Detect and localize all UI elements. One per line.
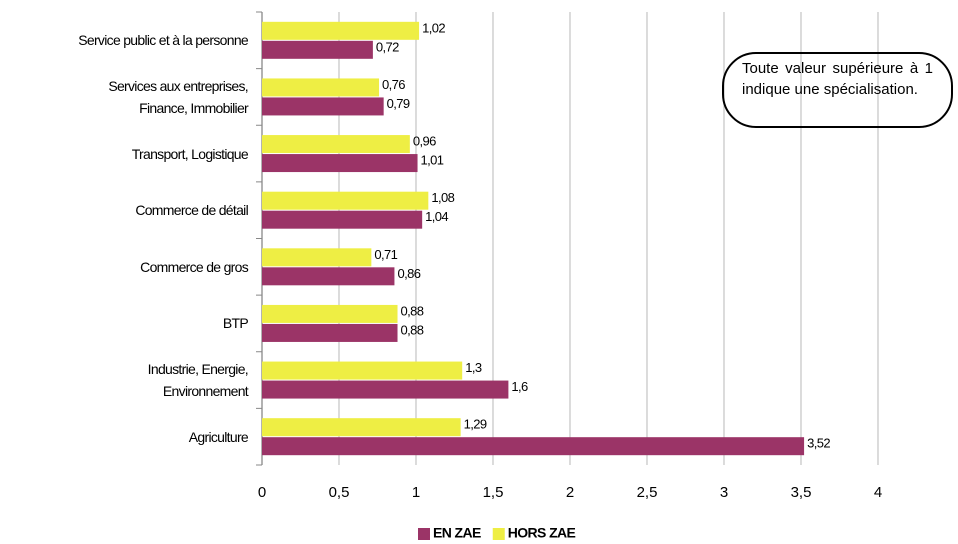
value-label: 3,52 — [807, 436, 830, 451]
value-label: 0,72 — [376, 39, 399, 54]
category-label: Service public et à la personne — [78, 32, 248, 49]
category-label: Commerce de gros — [140, 258, 249, 275]
value-label: 0,76 — [382, 77, 405, 92]
bar — [262, 248, 372, 267]
value-label: 0,96 — [413, 134, 436, 149]
x-tick-label: 2,5 — [637, 484, 658, 501]
value-label: 0,71 — [374, 247, 397, 262]
bar — [262, 304, 398, 323]
x-tick-label: 0,5 — [329, 484, 350, 501]
value-label: 0,88 — [401, 303, 424, 318]
category-label: Transport, Logistique — [131, 145, 249, 162]
x-tick-label: 0 — [258, 484, 266, 501]
value-label: 0,86 — [397, 266, 420, 281]
bar — [262, 135, 410, 154]
bar — [262, 361, 463, 380]
x-tick-label: 3,5 — [791, 484, 812, 501]
category-label: BTP — [222, 315, 249, 332]
x-tick-label: 4 — [874, 484, 882, 501]
x-tick-label: 1,5 — [483, 484, 504, 501]
value-label: 0,79 — [387, 96, 410, 111]
legend-swatch — [418, 528, 430, 540]
legend-swatch — [492, 528, 505, 540]
bar — [262, 78, 380, 97]
bar — [262, 380, 509, 399]
bar — [262, 210, 423, 229]
bar — [262, 21, 420, 40]
bar — [262, 40, 373, 59]
value-label: 1,6 — [511, 379, 528, 394]
value-label: 1,01 — [421, 153, 444, 168]
bar — [262, 154, 418, 173]
x-tick-label: 1 — [412, 484, 420, 501]
category-label: Agriculture — [188, 428, 249, 445]
legend-label: HORS ZAE — [508, 525, 576, 541]
bar — [262, 267, 395, 286]
value-label: 1,29 — [464, 417, 487, 432]
value-label: 1,08 — [431, 190, 454, 205]
annotation: Toute valeur supérieure à 1 indique une … — [722, 52, 953, 128]
x-tick-label: 2 — [566, 484, 574, 501]
bar — [262, 323, 398, 342]
legend-label: EN ZAE — [433, 525, 481, 541]
bar — [262, 97, 384, 116]
value-label: 1,02 — [422, 20, 445, 35]
value-label: 1,04 — [425, 209, 448, 224]
bar — [262, 418, 461, 437]
category-label: Services aux entreprises, Finance, Immob… — [108, 77, 248, 116]
category-label: Industrie, Energie, Environnement — [147, 361, 249, 400]
value-label: 1,3 — [465, 360, 482, 375]
bar — [262, 437, 805, 456]
x-tick-label: 3 — [720, 484, 728, 501]
value-label: 0,88 — [401, 322, 424, 337]
bar — [262, 191, 429, 210]
category-label: Commerce de détail — [135, 202, 248, 219]
